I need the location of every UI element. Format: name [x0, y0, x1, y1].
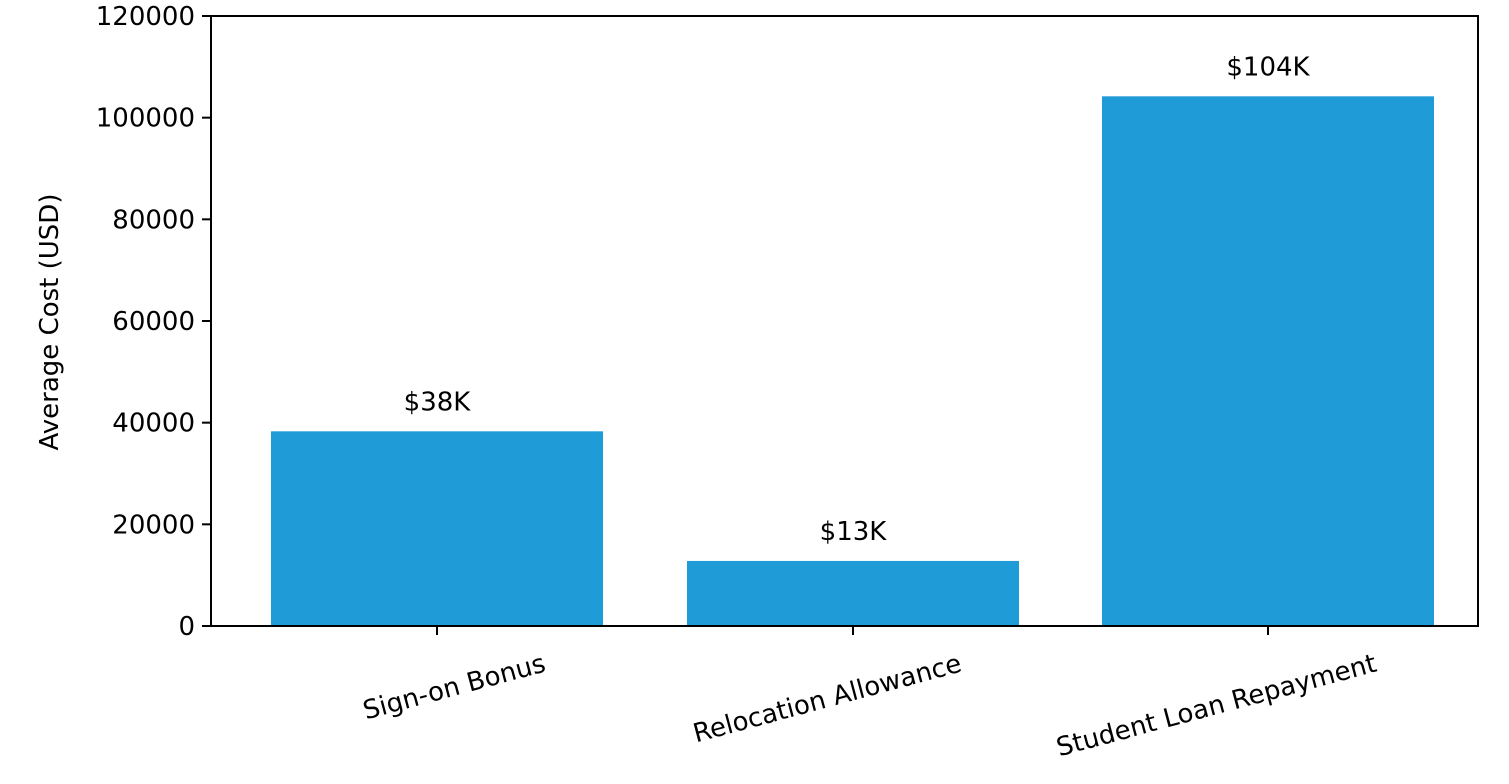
- x-tick-label: Sign-on Bonus: [360, 649, 549, 727]
- y-tick-label: 40000: [112, 409, 195, 439]
- bar: [1102, 96, 1434, 627]
- bars-group: [271, 96, 1434, 627]
- y-axis: 0 20000 40000 60000 80000 100000 120000: [96, 2, 211, 642]
- y-tick-label: 0: [178, 612, 195, 642]
- y-tick-label: 100000: [96, 104, 195, 134]
- x-axis: Sign-on Bonus Relocation Allowance Student…: [360, 626, 1380, 763]
- x-tick-label: Relocation Allowance: [690, 649, 965, 750]
- plot-frame: [210, 15, 1479, 627]
- y-tick-label: 20000: [112, 510, 195, 540]
- x-tick-label: Student Loan Repayment: [1053, 649, 1379, 763]
- bar-value-label: $104K: [1226, 52, 1310, 82]
- value-labels-group: $38K $13K $104K: [404, 52, 1311, 547]
- y-axis-title: Average Cost (USD): [35, 194, 65, 451]
- bar: [271, 431, 603, 626]
- y-tick-label: 60000: [112, 307, 195, 337]
- y-tick-label: 80000: [112, 205, 195, 235]
- y-tick-label: 120000: [96, 2, 195, 32]
- bar-value-label: $38K: [404, 387, 472, 417]
- bar: [687, 560, 1019, 626]
- bar-value-label: $13K: [820, 517, 888, 547]
